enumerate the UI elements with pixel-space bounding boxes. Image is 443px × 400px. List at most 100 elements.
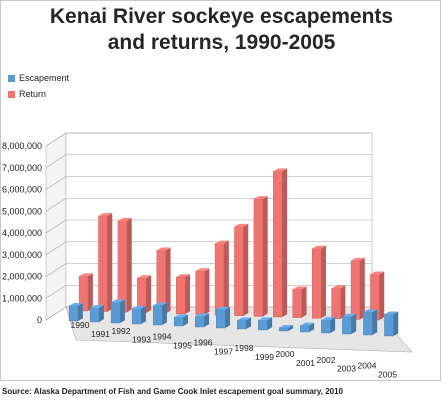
bar-escapement-1994 — [152, 305, 163, 326]
x-tick-label: 2001 — [296, 358, 315, 368]
bar-return-1996-side — [204, 268, 210, 315]
bar-return-1995-top — [176, 274, 190, 278]
bar-return-1996-top — [195, 268, 210, 272]
bar-return-1991-top — [98, 213, 113, 216]
legend-label-escapement: Escapement — [19, 73, 70, 83]
bar-return-1991-side — [107, 213, 113, 312]
bar-escapement-1992-top — [111, 299, 125, 303]
x-tick-label: 1998 — [235, 343, 254, 353]
x-tick-label: 1991 — [91, 329, 110, 339]
bar-return-2003-top — [331, 285, 346, 289]
bar-return-1998-side — [243, 223, 249, 316]
bar-return-2000-side — [282, 168, 288, 317]
bar-return-2001-top — [292, 286, 307, 290]
bar-escapement-2002 — [321, 319, 331, 334]
bar-escapement-1991 — [89, 307, 100, 323]
bar-return-2003-side — [340, 285, 346, 319]
bar-return-1993-top — [137, 275, 152, 278]
x-tick-label: 2004 — [358, 361, 377, 371]
bar-return-1998 — [234, 226, 244, 317]
bar-escapement-1996-top — [195, 313, 210, 317]
bar-escapement-1990 — [68, 305, 79, 322]
bar-escapement-1997-side — [225, 306, 231, 328]
bar-escapement-1998-top — [237, 317, 252, 321]
gridline-side — [45, 241, 67, 256]
bar-escapement-2004-top — [363, 309, 378, 313]
x-tick-label: 2003 — [337, 364, 356, 374]
bar-escapement-2000-side — [288, 324, 294, 331]
legend-label-return: Return — [19, 89, 47, 99]
x-tick-label: 2002 — [317, 355, 336, 365]
gridline-side — [45, 284, 67, 299]
bar-return-1992 — [117, 220, 128, 313]
x-tick-label: 1999 — [255, 352, 274, 362]
bar-escapement-2005-side — [393, 311, 399, 336]
y-tick-label: 8,000,000 — [2, 141, 42, 151]
x-tick-label: 1997 — [214, 346, 233, 356]
bar-escapement-2004 — [363, 311, 373, 336]
x-tick-label: 1993 — [132, 335, 151, 345]
bar-return-2005-top — [370, 271, 385, 275]
bar-return-1991 — [98, 215, 108, 312]
bar-escapement-1990-side — [78, 302, 83, 321]
bar-return-1999 — [253, 198, 264, 317]
bar-return-1996 — [195, 270, 205, 315]
bar-escapement-1994-top — [153, 302, 167, 306]
bar-escapement-1998 — [237, 320, 247, 330]
legend-swatch-return — [8, 90, 15, 98]
bar-escapement-1999 — [258, 320, 268, 331]
bar-return-2001-side — [301, 286, 307, 318]
bar-escapement-2001-top — [300, 322, 315, 326]
legend-item-return: Return — [8, 86, 69, 102]
bar-return-2002 — [311, 248, 322, 319]
bar-escapement-2002-top — [321, 317, 336, 320]
bar-escapement-1990-top — [69, 302, 83, 306]
gridline-side — [45, 197, 67, 212]
bar-return-1998-top — [234, 223, 249, 227]
bar-return-1999-side — [262, 196, 268, 317]
bar-escapement-1997 — [216, 309, 226, 329]
x-tick-label: 1992 — [112, 326, 131, 336]
bar-return-2001 — [292, 289, 302, 318]
bar-escapement-1993 — [131, 308, 142, 325]
bar-return-2000-top — [273, 168, 288, 172]
bar-return-2004-side — [360, 257, 365, 320]
bar-escapement-1995-side — [183, 314, 188, 326]
legend-swatch-escapement — [8, 74, 15, 82]
bar-escapement-1999-top — [258, 317, 273, 321]
title-line-1: Kenai River sockeye escapements — [49, 5, 394, 28]
gridline-side — [45, 132, 67, 147]
bar-return-2000 — [273, 171, 283, 318]
source-note: Source: Alaska Department of Fish and Ga… — [2, 387, 343, 396]
x-tick-label: 1996 — [194, 337, 213, 347]
bar-escapement-1991-top — [90, 305, 104, 308]
bar-chart: 0 1,000,000 2,000,000 3,000,000 4,000,000 5,0… — [2, 132, 413, 380]
bar-return-1995 — [175, 276, 186, 315]
bar-return-2005-side — [379, 271, 385, 320]
bar-escapement-2005-top — [384, 311, 399, 315]
gridline-side — [45, 154, 67, 169]
x-tick-label: 1990 — [71, 320, 90, 330]
bar-escapement-1999-side — [267, 317, 273, 330]
bar-return-1999-top — [253, 196, 268, 199]
x-tick-label: 2000 — [276, 349, 295, 359]
bar-return-2003 — [331, 288, 341, 320]
legend: Escapement Return — [8, 70, 69, 102]
bar-escapement-1991-side — [99, 305, 104, 322]
y-tick-label: 3,000,000 — [2, 250, 42, 260]
y-tick-label: 2,000,000 — [2, 272, 42, 282]
bar-return-2002-top — [312, 245, 326, 249]
bar-escapement-2003-side — [351, 313, 357, 334]
bar-return-2002-side — [321, 245, 326, 319]
gridline-side — [45, 219, 67, 234]
bar-escapement-1997-top — [216, 306, 231, 310]
bar-escapement-2000-top — [279, 324, 294, 328]
legend-item-escapement: Escapement — [8, 70, 69, 86]
y-tick-label: 4,000,000 — [2, 228, 42, 238]
bar-escapement-2003-top — [342, 313, 357, 317]
title-line-2: and returns, 1990-2005 — [107, 31, 336, 54]
bar-escapement-2005 — [384, 314, 394, 337]
x-tick-label: 2005 — [378, 370, 397, 380]
y-tick-label: 5,000,000 — [2, 206, 42, 216]
bar-return-2004-top — [351, 257, 365, 261]
